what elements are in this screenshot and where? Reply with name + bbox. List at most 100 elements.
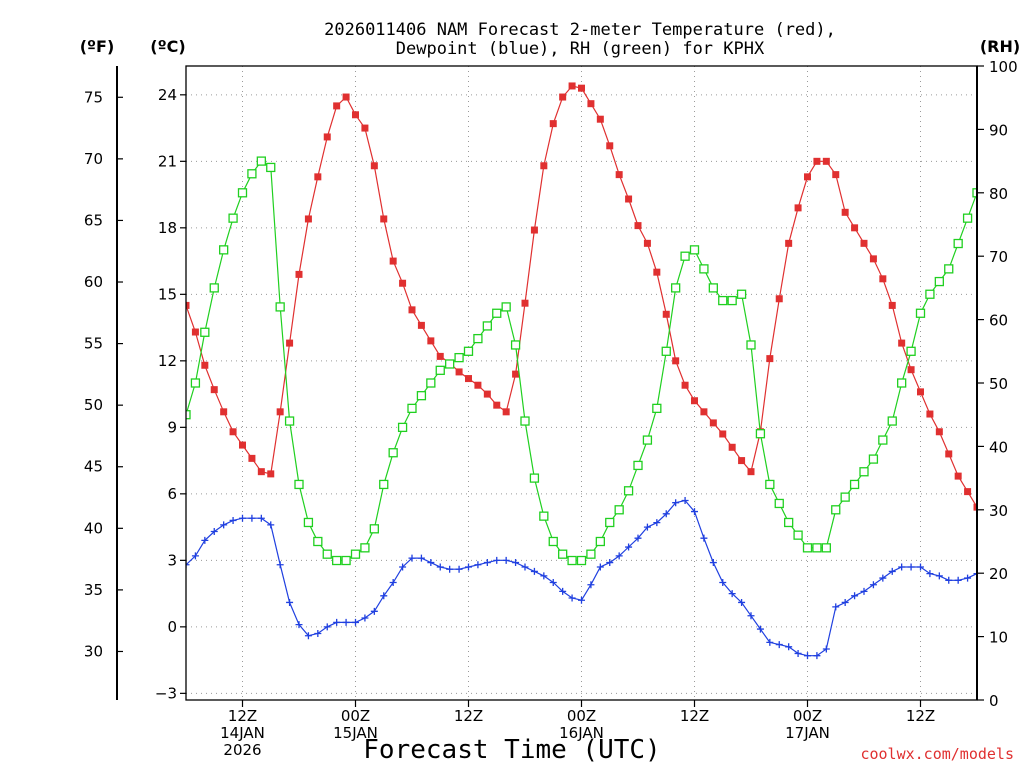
temperature-point [210,386,218,394]
dewpoint-point [399,563,407,571]
rh-point [275,302,285,312]
rh-point [388,448,398,458]
x-tick-label: 17JAN [785,724,830,742]
temperature-point [408,306,416,314]
grid [186,66,977,700]
rh-tick-label: 30 [989,502,1008,520]
rh-point [605,517,615,528]
dewpoint-point [634,534,642,542]
rh-point [576,555,587,566]
rh-point [906,346,916,356]
rh-point [482,321,492,331]
rh-point [186,410,191,420]
temperature-point [813,157,821,165]
temperature-point [389,257,397,265]
temperature-point [851,224,859,232]
temperature-point [643,239,651,247]
temperature-point [483,390,491,398]
temperature-point [615,171,623,179]
temperature-point [945,450,953,458]
fahrenheit-tick-label: 60 [84,273,103,291]
dewpoint-point [653,519,661,527]
temperature-point [257,468,265,476]
rh-tick-label: 20 [989,565,1008,583]
rh-tick-label: 0 [989,692,999,710]
rh-point [671,283,681,293]
x-tick-label: 12Z [454,707,483,725]
rh-point [435,365,445,375]
celsius-tick-label: 0 [167,618,177,636]
dewpoint-point [709,559,717,567]
dewpoint-point [672,499,680,507]
temperature-point [1002,360,1009,367]
rh-point [266,162,276,173]
temperature-point [653,268,661,276]
temperature-point [248,454,256,462]
temperature-point [352,111,359,119]
rh-point [341,555,351,566]
celsius-tick-label: 18 [158,219,177,237]
temperature-point [917,388,924,396]
dewpoint-point [615,552,623,560]
temperature-point [700,408,708,416]
temperature-point [380,215,388,223]
fahrenheit-tick-label: 30 [84,642,103,660]
temperature-point [559,93,567,101]
rh-point [746,340,756,350]
dewpoint-point [314,629,322,637]
dewpoint-point [625,543,633,551]
rh-point [774,498,784,509]
rh-tick-label: 60 [989,312,1008,330]
temperature-point [888,301,896,309]
dewpoint-point [756,625,764,633]
rh-point [962,213,973,223]
chart-title-line2: Dewpoint (blue), RH (green) for KPHX [396,39,765,59]
fahrenheit-unit-label: (ºF) [80,37,115,56]
x-tick-label: 16JAN [559,724,604,742]
dewpoint-point [389,579,397,587]
series-temperature [186,82,1009,511]
rh-point [237,188,248,198]
dewpoint-point [455,565,463,573]
rh-point [426,378,436,388]
dewpoint-point [700,534,708,542]
fahrenheit-tick-label: 70 [84,150,103,168]
dewpoint-point [945,576,953,584]
dewpoint-point [822,645,830,653]
temperature-point [747,468,755,476]
rh-point [784,517,794,528]
rh-point [332,555,342,566]
fahrenheit-tick-label: 40 [84,519,103,537]
rh-point [539,511,549,521]
rh-point [209,283,219,293]
temperature-point [186,301,190,309]
temperature-point [954,472,962,480]
temperature-point [691,397,698,405]
dewpoint-point [926,570,934,578]
temperature-point [841,208,849,216]
temperature-point [502,408,510,416]
celsius-tick-label: 6 [167,485,177,503]
dewpoint-point [954,576,962,584]
rh-tick-label: 80 [989,185,1008,203]
temperature-point [276,408,284,416]
dewpoint-point [186,561,190,569]
rh-point [360,543,370,553]
dewpoint-point [888,567,896,575]
credit-label: coolwx.com/models [860,745,1014,763]
rh-point [322,549,332,559]
dewpoint-point [719,579,727,587]
rh-point [247,169,257,179]
temperature-point [860,239,868,247]
dewpoint-point [361,614,369,622]
rh-point [586,549,596,559]
series-dewpoint [186,496,977,660]
x-tick-label: 00Z [567,707,596,725]
temperature-point [869,255,877,263]
fahrenheit-tick-label: 55 [84,335,103,353]
fahrenheit-tick-label: 75 [84,88,103,106]
dewpoint-point [775,641,783,649]
temperature-point [342,93,350,101]
temperature-point [719,430,727,438]
rh-point [859,467,869,477]
